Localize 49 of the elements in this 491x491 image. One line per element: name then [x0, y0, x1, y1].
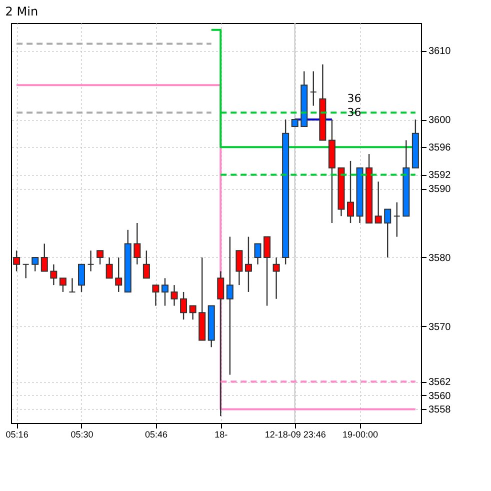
y-tick-label: 3590: [428, 184, 452, 196]
candlestick: [134, 222, 141, 265]
y-tick-label: 3580: [428, 252, 452, 264]
candlestick: [87, 250, 94, 272]
annotation: 36: [347, 92, 362, 105]
x-tick-label: 05:46: [144, 430, 168, 440]
candlestick: [115, 256, 122, 293]
x-tick-label: 18-: [214, 430, 228, 440]
y-tick-label: 3596: [428, 142, 452, 154]
candlestick: [96, 250, 104, 265]
candlestick: [310, 70, 317, 106]
annotation: 36: [347, 106, 362, 119]
candlestick: [180, 291, 188, 320]
candlestick: [152, 284, 160, 306]
candlestick: [68, 278, 76, 293]
y-tick-label: 3592: [428, 170, 452, 182]
candlestick: [384, 208, 392, 258]
y-tick-label: 3562: [428, 377, 452, 388]
x-tick-label: 19-00:00: [342, 430, 378, 440]
candlestick: [264, 236, 271, 306]
candlestick: [22, 264, 30, 279]
x-tick-label: 05:30: [70, 430, 94, 440]
candlestick: [374, 181, 382, 224]
y-tick-label: 3558: [428, 404, 452, 416]
candlestick: [13, 250, 20, 272]
candlestick: [59, 278, 66, 293]
y-tick-label: 3560: [428, 390, 452, 402]
y-tick-label: 3610: [428, 46, 452, 58]
candlestick: [254, 243, 262, 265]
chart-title: 2 Min: [5, 4, 38, 18]
candlestick: [40, 243, 48, 272]
candlestick: [142, 250, 150, 279]
candlestick: [32, 256, 39, 272]
candlestick: [106, 256, 113, 279]
candlestick: [161, 278, 168, 306]
x-tick-label: 05:16: [6, 430, 28, 440]
candlestick: [272, 256, 280, 300]
x-tick-label: 12-18-09 23:46: [264, 430, 326, 440]
candlestick: [393, 202, 400, 238]
candlestick: [226, 236, 234, 376]
candlestick: [347, 160, 354, 224]
candlestick: [78, 264, 85, 293]
candlestick: [189, 305, 196, 320]
candlestick: [170, 284, 178, 306]
candlestick: [244, 236, 252, 293]
candlestick: [50, 264, 58, 286]
candlestick: [236, 250, 243, 286]
y-tick-label: 3600: [428, 115, 452, 126]
y-tick-label: 3570: [428, 322, 452, 333]
